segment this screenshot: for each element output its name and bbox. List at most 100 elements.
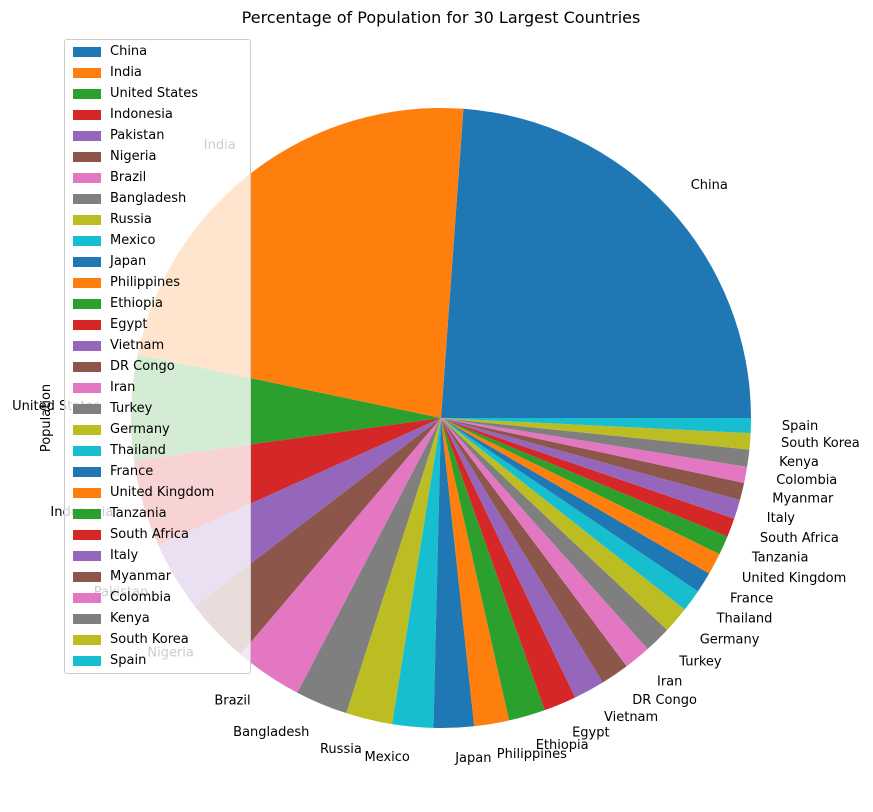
legend-item-brazil: Brazil bbox=[65, 167, 250, 188]
slice-label-colombia: Colombia bbox=[776, 473, 837, 488]
legend-swatch bbox=[73, 508, 101, 519]
legend-label: Germany bbox=[110, 422, 170, 437]
legend-item-united-states: United States bbox=[65, 83, 250, 104]
pie-slice-spain bbox=[441, 418, 751, 434]
slice-label-spain: Spain bbox=[782, 419, 818, 434]
legend-item-ethiopia: Ethiopia bbox=[65, 293, 250, 314]
legend-item-egypt: Egypt bbox=[65, 314, 250, 335]
slice-label-south-korea: South Korea bbox=[781, 436, 860, 451]
slice-label-south-africa: South Africa bbox=[760, 531, 839, 546]
legend-item-russia: Russia bbox=[65, 209, 250, 230]
legend-label: United States bbox=[110, 86, 199, 101]
slice-label-tanzania: Tanzania bbox=[751, 551, 809, 566]
legend-swatch bbox=[73, 655, 101, 666]
legend-swatch bbox=[73, 613, 101, 624]
legend-label: Indonesia bbox=[110, 107, 173, 122]
slice-label-kenya: Kenya bbox=[779, 455, 819, 470]
legend-swatch bbox=[73, 319, 101, 330]
pie-slice-germany bbox=[441, 418, 685, 631]
legend-label: DR Congo bbox=[110, 359, 175, 374]
legend-item-spain: Spain bbox=[65, 650, 250, 671]
y-axis-label: Population bbox=[39, 384, 54, 452]
legend-swatch bbox=[73, 235, 101, 246]
slice-label-bangladesh: Bangladesh bbox=[233, 725, 309, 740]
pie-slice-philippines bbox=[441, 418, 510, 727]
pie-slice-egypt bbox=[441, 418, 576, 711]
legend-label: Turkey bbox=[110, 401, 153, 416]
legend-swatch bbox=[73, 361, 101, 372]
legend-swatch bbox=[73, 214, 101, 225]
slice-label-vietnam: Vietnam bbox=[604, 710, 658, 725]
legend-swatch bbox=[73, 529, 101, 540]
slice-label-united-kingdom: United Kingdom bbox=[742, 571, 846, 586]
legend-item-india: India bbox=[65, 62, 250, 83]
legend-label: Myanmar bbox=[110, 569, 172, 584]
legend-item-japan: Japan bbox=[65, 251, 250, 272]
legend-swatch bbox=[73, 256, 101, 267]
legend-label: Philippines bbox=[110, 275, 181, 290]
pie-slice-vietnam bbox=[441, 418, 603, 698]
legend-swatch bbox=[73, 151, 101, 162]
legend-label: Kenya bbox=[110, 611, 150, 626]
legend-label: Colombia bbox=[110, 590, 172, 605]
legend-label: Italy bbox=[110, 548, 139, 563]
legend-swatch bbox=[73, 424, 101, 435]
legend-label: Egypt bbox=[110, 317, 148, 332]
legend-item-bangladesh: Bangladesh bbox=[65, 188, 250, 209]
legend-swatch bbox=[73, 466, 101, 477]
legend-item-united-kingdom: United Kingdom bbox=[65, 482, 250, 503]
legend-item-dr-congo: DR Congo bbox=[65, 356, 250, 377]
pie-slice-tanzania bbox=[441, 418, 728, 555]
pie-slice-ethiopia bbox=[441, 418, 545, 721]
legend-label: Iran bbox=[110, 380, 136, 395]
legend-swatch bbox=[73, 592, 101, 603]
slice-label-thailand: Thailand bbox=[716, 611, 773, 626]
pie-slice-japan bbox=[433, 418, 475, 729]
legend-label: Russia bbox=[110, 212, 152, 227]
slice-label-brazil: Brazil bbox=[214, 693, 250, 708]
legend-item-indonesia: Indonesia bbox=[65, 104, 250, 125]
legend-item-tanzania: Tanzania bbox=[65, 503, 250, 524]
legend-item-philippines: Philippines bbox=[65, 272, 250, 293]
slice-label-ethiopia: Ethiopia bbox=[536, 738, 589, 753]
legend-swatch bbox=[73, 445, 101, 456]
slice-label-russia: Russia bbox=[320, 742, 362, 757]
slice-label-philippines: Philippines bbox=[497, 747, 567, 762]
slice-label-japan: Japan bbox=[454, 751, 491, 766]
legend-label: South Africa bbox=[110, 527, 189, 542]
pie-slice-mexico bbox=[392, 418, 441, 728]
legend-swatch bbox=[73, 88, 101, 99]
legend-label: Thailand bbox=[110, 443, 166, 458]
legend-item-turkey: Turkey bbox=[65, 398, 250, 419]
legend-item-myanmar: Myanmar bbox=[65, 566, 250, 587]
pie-slice-myanmar bbox=[441, 418, 745, 501]
legend-item-south-korea: South Korea bbox=[65, 629, 250, 650]
pie-slice-bangladesh bbox=[297, 418, 441, 714]
slice-label-turkey: Turkey bbox=[678, 654, 722, 669]
legend-label: India bbox=[110, 65, 142, 80]
legend-label: Japan bbox=[110, 254, 147, 269]
legend-item-nigeria: Nigeria bbox=[65, 146, 250, 167]
legend-label: Brazil bbox=[110, 170, 147, 185]
slice-label-myanmar: Myanmar bbox=[772, 491, 834, 506]
pie-slice-dr-congo bbox=[441, 418, 627, 683]
pie-slice-italy bbox=[441, 418, 740, 519]
legend-swatch bbox=[73, 298, 101, 309]
legend-swatch bbox=[73, 109, 101, 120]
legend-swatch bbox=[73, 193, 101, 204]
legend-label: France bbox=[110, 464, 154, 479]
legend-item-thailand: Thailand bbox=[65, 440, 250, 461]
legend-item-france: France bbox=[65, 461, 250, 482]
pie-slice-south-korea bbox=[441, 418, 751, 450]
slice-label-dr-congo: DR Congo bbox=[632, 693, 697, 708]
legend-label: Spain bbox=[110, 653, 147, 668]
legend-swatch bbox=[73, 571, 101, 582]
legend-label: Bangladesh bbox=[110, 191, 187, 206]
pie-slice-france bbox=[441, 418, 710, 592]
legend-label: China bbox=[110, 44, 148, 59]
legend-item-vietnam: Vietnam bbox=[65, 335, 250, 356]
pie-slice-nigeria bbox=[194, 418, 441, 655]
pie-slice-turkey bbox=[441, 418, 668, 650]
legend-item-italy: Italy bbox=[65, 545, 250, 566]
legend-swatch bbox=[73, 277, 101, 288]
